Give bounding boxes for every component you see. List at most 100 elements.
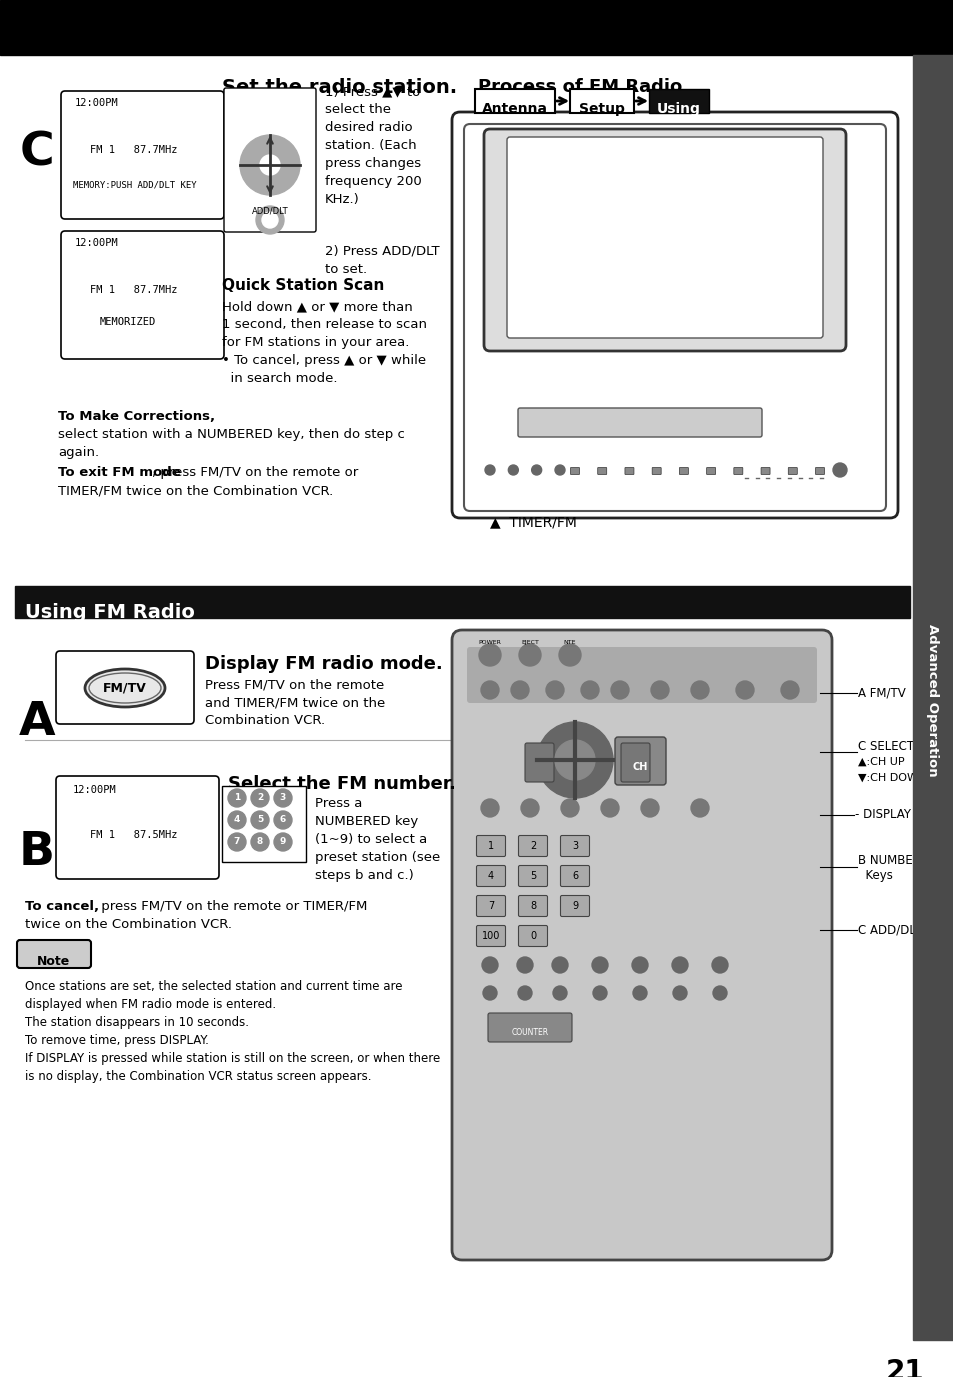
Text: 5: 5 [529, 872, 536, 881]
Circle shape [610, 682, 628, 700]
Text: EJECT: EJECT [520, 640, 538, 644]
Circle shape [517, 957, 533, 974]
FancyBboxPatch shape [224, 88, 315, 231]
Text: To cancel,: To cancel, [25, 901, 99, 913]
Circle shape [593, 986, 606, 1000]
Text: To exit FM mode: To exit FM mode [58, 465, 180, 479]
Circle shape [600, 799, 618, 817]
FancyBboxPatch shape [518, 925, 547, 946]
FancyBboxPatch shape [679, 468, 688, 475]
Bar [0, 0, 953, 55]
FancyBboxPatch shape [506, 136, 822, 337]
Circle shape [560, 799, 578, 817]
Text: 1: 1 [233, 793, 240, 803]
Circle shape [228, 833, 246, 851]
FancyBboxPatch shape [475, 90, 555, 113]
Text: , press FM/TV on the remote or: , press FM/TV on the remote or [152, 465, 358, 479]
Circle shape [511, 682, 529, 700]
FancyBboxPatch shape [518, 866, 547, 887]
FancyBboxPatch shape [452, 631, 831, 1260]
FancyBboxPatch shape [652, 468, 660, 475]
Circle shape [537, 722, 613, 799]
Text: C SELECT: C SELECT [857, 739, 913, 753]
Circle shape [558, 644, 580, 666]
Text: 2) Press ADD/DLT
to set.: 2) Press ADD/DLT to set. [325, 245, 439, 275]
FancyBboxPatch shape [560, 866, 589, 887]
Text: Process of FM Radio: Process of FM Radio [477, 78, 681, 96]
Text: 2: 2 [529, 841, 536, 851]
Text: ▲  TIMER/FM: ▲ TIMER/FM [490, 515, 577, 529]
FancyBboxPatch shape [476, 866, 505, 887]
Circle shape [672, 986, 686, 1000]
Text: ▲:CH UP: ▲:CH UP [857, 757, 903, 767]
Bar [15, 587, 909, 618]
Text: select station with a NUMBERED key, then do step c: select station with a NUMBERED key, then… [58, 428, 404, 441]
FancyBboxPatch shape [476, 925, 505, 946]
Circle shape [484, 465, 495, 475]
Text: Press FM/TV on the remote
and TIMER/FM twice on the
Combination VCR.: Press FM/TV on the remote and TIMER/FM t… [205, 677, 385, 727]
Text: Quick Station Scan: Quick Station Scan [222, 278, 384, 293]
Text: Hold down ▲ or ▼ more than
1 second, then release to scan
for FM stations in you: Hold down ▲ or ▼ more than 1 second, the… [222, 300, 427, 386]
FancyBboxPatch shape [787, 468, 797, 475]
Text: Note: Note [37, 956, 71, 968]
FancyBboxPatch shape [598, 468, 606, 475]
Circle shape [592, 957, 607, 974]
Text: 5: 5 [256, 815, 263, 825]
Text: CH: CH [632, 761, 647, 772]
Circle shape [228, 789, 246, 807]
Text: Using: Using [657, 102, 700, 116]
Text: Once stations are set, the selected station and current time are
displayed when : Once stations are set, the selected stat… [25, 980, 439, 1082]
FancyBboxPatch shape [463, 124, 885, 511]
Circle shape [240, 135, 299, 196]
Circle shape [832, 463, 846, 476]
Text: 21: 21 [884, 1358, 923, 1377]
Text: Using FM Radio: Using FM Radio [25, 603, 194, 622]
FancyBboxPatch shape [476, 836, 505, 856]
Circle shape [633, 986, 646, 1000]
Text: 3: 3 [279, 793, 286, 803]
Circle shape [251, 833, 269, 851]
Text: FM 1   87.7MHz: FM 1 87.7MHz [90, 145, 177, 156]
Circle shape [480, 682, 498, 700]
Text: Select the FM number.: Select the FM number. [228, 775, 456, 793]
FancyBboxPatch shape [615, 737, 665, 785]
Circle shape [481, 957, 497, 974]
Text: Set the radio station.: Set the radio station. [222, 78, 456, 96]
Text: Press a
NUMBERED key
(1~9) to select a
preset station (see
steps b and c.): Press a NUMBERED key (1~9) to select a p… [314, 797, 439, 883]
FancyBboxPatch shape [518, 895, 547, 917]
FancyBboxPatch shape [815, 468, 823, 475]
Text: 7: 7 [487, 901, 494, 912]
Text: TIMER/FM twice on the Combination VCR.: TIMER/FM twice on the Combination VCR. [58, 483, 333, 497]
Circle shape [228, 811, 246, 829]
Circle shape [518, 644, 540, 666]
Text: 8: 8 [256, 837, 263, 847]
FancyBboxPatch shape [524, 744, 554, 782]
Text: ▼:CH DOWN: ▼:CH DOWN [857, 772, 925, 784]
Text: 4: 4 [487, 872, 494, 881]
Circle shape [478, 644, 500, 666]
Circle shape [781, 682, 799, 700]
Circle shape [274, 833, 292, 851]
Text: FM 1   87.5MHz: FM 1 87.5MHz [90, 830, 177, 840]
Circle shape [531, 465, 541, 475]
Text: FM 1   87.7MHz: FM 1 87.7MHz [90, 285, 177, 295]
Text: - DISPLAY: - DISPLAY [854, 808, 910, 822]
FancyBboxPatch shape [648, 90, 708, 113]
Text: MEMORY:PUSH ADD/DLT KEY: MEMORY:PUSH ADD/DLT KEY [73, 180, 196, 189]
Circle shape [690, 682, 708, 700]
Text: C ADD/DLT: C ADD/DLT [857, 924, 921, 936]
Circle shape [552, 957, 567, 974]
Text: Display FM radio mode.: Display FM radio mode. [205, 655, 442, 673]
Text: A FM/TV: A FM/TV [857, 687, 904, 700]
Circle shape [545, 682, 563, 700]
Circle shape [251, 789, 269, 807]
FancyBboxPatch shape [452, 112, 897, 518]
Circle shape [553, 986, 566, 1000]
Circle shape [480, 799, 498, 817]
Circle shape [517, 986, 532, 1000]
Circle shape [712, 986, 726, 1000]
Text: 7: 7 [233, 837, 240, 847]
Text: C: C [20, 129, 54, 175]
Text: A: A [19, 700, 55, 745]
Text: FM/TV: FM/TV [103, 682, 147, 694]
